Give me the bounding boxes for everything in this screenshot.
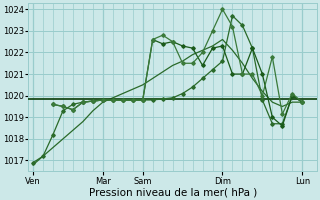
- X-axis label: Pression niveau de la mer( hPa ): Pression niveau de la mer( hPa ): [89, 187, 257, 197]
